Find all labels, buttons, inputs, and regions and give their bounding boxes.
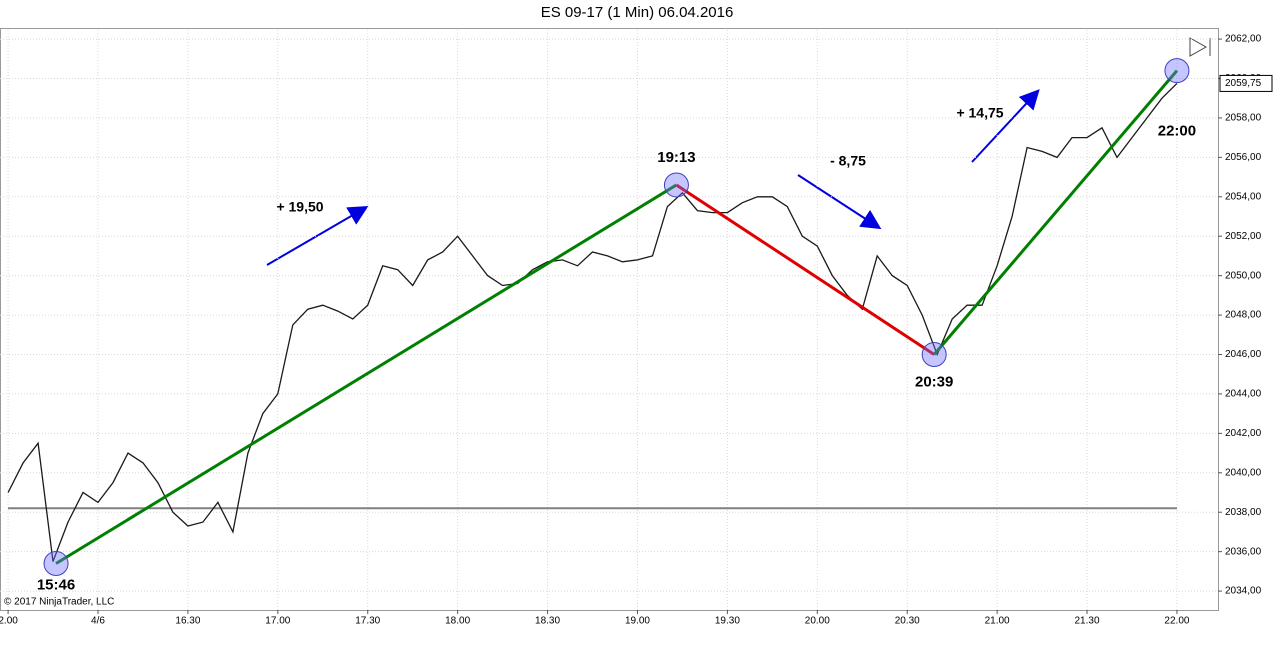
key-point — [921, 342, 947, 368]
y-tick-label: 2042,00 — [1225, 428, 1262, 439]
trend-line — [675, 183, 936, 356]
trend-line — [55, 183, 678, 565]
scroll-end-icon[interactable] — [1189, 37, 1211, 57]
x-tick-label: 21.00 — [985, 616, 1010, 627]
key-point-label: 22:00 — [1158, 123, 1196, 140]
key-point — [43, 550, 69, 576]
chart-title: ES 09-17 (1 Min) 06.04.2016 — [541, 4, 734, 21]
move-label: - 8,75 — [830, 153, 866, 169]
y-tick-label: 2038,00 — [1225, 507, 1262, 518]
copyright: © 2017 NinjaTrader, LLC — [4, 597, 114, 608]
move-label: + 14,75 — [956, 105, 1003, 121]
x-tick-label: 19.00 — [625, 616, 650, 627]
move-label: + 19,50 — [276, 199, 323, 215]
key-point — [1164, 58, 1190, 84]
x-tick-label: 20.00 — [805, 616, 830, 627]
x-tick-label: 21.30 — [1075, 616, 1100, 627]
y-tick-label: 2056,00 — [1225, 152, 1262, 163]
plot-frame — [0, 28, 1219, 611]
x-tick-label: 2.00 — [0, 616, 18, 627]
key-point — [663, 172, 689, 198]
x-tick-label: 18.30 — [535, 616, 560, 627]
y-tick-label: 2036,00 — [1225, 546, 1262, 557]
y-tick-label: 2054,00 — [1225, 191, 1262, 202]
key-point-label: 15:46 — [37, 576, 75, 593]
last-price-box — [1219, 74, 1273, 92]
x-tick-label: 17.30 — [355, 616, 380, 627]
arrow — [797, 174, 882, 230]
y-tick-label: 2040,00 — [1225, 467, 1262, 478]
y-tick-label: 2044,00 — [1225, 389, 1262, 400]
price-line — [7, 82, 1178, 562]
trend-line — [933, 69, 1179, 356]
y-tick-label: 2048,00 — [1225, 310, 1262, 321]
key-point-label: 20:39 — [915, 373, 953, 390]
key-point-label: 19:13 — [657, 149, 695, 166]
arrow — [971, 89, 1040, 163]
y-tick-label: 2062,00 — [1225, 34, 1262, 45]
x-tick-label: 18.00 — [445, 616, 470, 627]
y-tick-label: 2034,00 — [1225, 586, 1262, 597]
y-tick-label: 2058,00 — [1225, 113, 1262, 124]
y-tick-label: 2050,00 — [1225, 270, 1262, 281]
y-tick-label: 2052,00 — [1225, 231, 1262, 242]
x-tick-label: 16.30 — [175, 616, 200, 627]
x-tick-label: 19.30 — [715, 616, 740, 627]
x-tick-label: 4/6 — [91, 616, 105, 627]
last-price-label: 2059,75 — [1225, 78, 1262, 89]
y-tick-label: 2046,00 — [1225, 349, 1262, 360]
x-tick-label: 20.30 — [895, 616, 920, 627]
x-tick-label: 22.00 — [1164, 616, 1189, 627]
x-tick-label: 17.00 — [265, 616, 290, 627]
